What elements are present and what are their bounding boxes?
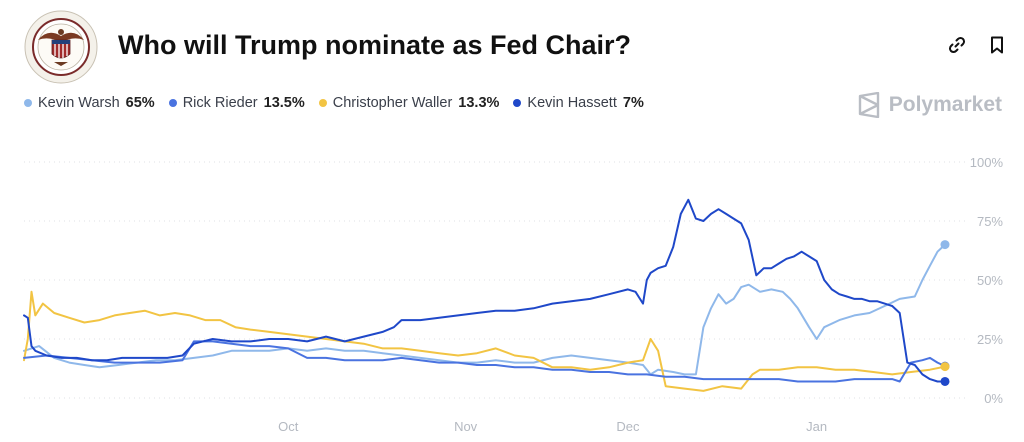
legend-value: 65%: [125, 95, 155, 111]
y-tick-label: 75%: [977, 214, 1003, 229]
y-tick-label: 100%: [970, 155, 1004, 170]
federal-reserve-seal-icon: [24, 10, 98, 84]
legend-value: 7%: [622, 95, 644, 111]
series-line: [23, 290, 946, 392]
series-line: [23, 198, 946, 383]
series-line: [23, 243, 946, 376]
legend-name: Kevin Warsh: [38, 95, 120, 111]
series-end-point: [940, 376, 950, 386]
x-tick-label: Dec: [616, 419, 640, 434]
x-tick-label: Jan: [806, 419, 827, 434]
legend-item[interactable]: Kevin Warsh 65%: [24, 95, 155, 111]
legend-item[interactable]: Rick Rieder 13.5%: [168, 95, 305, 111]
legend-name: Christopher Waller: [332, 95, 453, 111]
legend-value: 13.3%: [458, 95, 500, 111]
legend-dot: [168, 99, 177, 107]
y-tick-label: 25%: [977, 332, 1003, 347]
legend-name: Rick Rieder: [182, 95, 258, 111]
series-end-point: [940, 240, 950, 250]
legend-dot: [513, 99, 522, 107]
y-tick-label: 0%: [984, 391, 1003, 406]
bookmark-icon: [991, 36, 1003, 54]
legend-value: 13.5%: [263, 95, 305, 111]
legend-item[interactable]: Christopher Waller 13.3%: [318, 95, 500, 111]
chart-header: Who will Trump nominate as Fed Chair?: [24, 8, 1008, 84]
polymarket-logo-icon: [858, 92, 879, 118]
legend-item[interactable]: Kevin Hassett 7%: [513, 95, 644, 111]
polymarket-brand: Polymarket: [857, 92, 1002, 118]
y-tick-label: 50%: [977, 273, 1003, 288]
legend-dot: [24, 99, 32, 107]
brand-name: Polymarket: [888, 93, 1002, 116]
link-icon: [948, 36, 966, 54]
x-tick-label: Nov: [454, 419, 478, 434]
x-tick-label: Oct: [278, 419, 299, 434]
legend-name: Kevin Hassett: [527, 95, 617, 111]
series-end-point: [940, 362, 950, 372]
page-title: Who will Trump nominate as Fed Chair?: [118, 30, 632, 60]
bookmark-button[interactable]: [986, 34, 1008, 56]
chart-legend: Kevin Warsh 65% Rick Rieder 13.5% Christophe…: [24, 95, 658, 111]
legend-dot: [318, 99, 327, 107]
link-button[interactable]: [946, 34, 968, 56]
